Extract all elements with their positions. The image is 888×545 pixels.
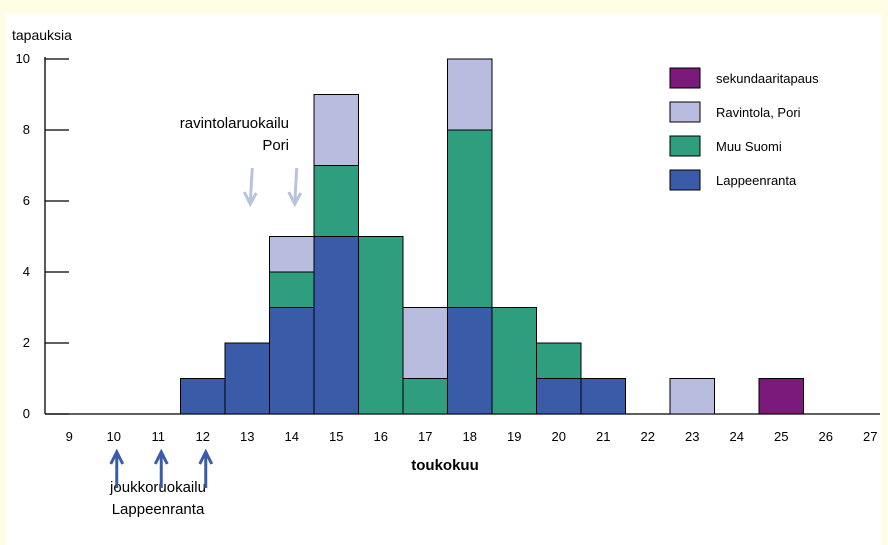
y-tick-label: 0 [23,406,30,421]
bar-segment [402,378,448,415]
legend-label: Muu Suomi [716,139,782,154]
x-tick-label: 22 [641,429,655,444]
down-arrow-head [287,191,303,208]
legend-label: Lappeenranta [716,173,797,188]
x-axis-title: toukokuu [411,457,479,474]
bar-segment [358,236,404,415]
x-tick-label: 20 [552,429,566,444]
legend-swatch [669,101,701,123]
legend-swatch [669,67,701,89]
bar-segment [269,236,315,273]
annotation-text: Pori [262,137,289,154]
x-tick-label: 14 [285,429,299,444]
bars [180,58,804,415]
x-tick-label: 25 [774,429,788,444]
bar-segment [313,94,359,166]
y-axis-title: tapauksia [12,27,72,43]
bar-segment [269,307,315,415]
chart-background [6,14,882,545]
bar-segment [313,165,359,237]
y-tick-label: 6 [23,193,30,208]
x-tick-label: 19 [507,429,521,444]
x-tick-label: 11 [152,429,166,444]
bar-segment [669,378,715,415]
legend-label: Ravintola, Pori [716,105,801,120]
bar-segment [402,307,448,379]
bar-segment [447,129,493,308]
bar-segment [758,378,804,415]
bar-segment [580,378,626,415]
bar-segment [491,307,537,415]
down-arrow-head [242,191,258,208]
legend-label: sekundaaritapaus [716,71,819,86]
legend: sekundaaritapaus Ravintola, Pori Muu Suomi… [669,67,819,191]
x-tick-label: 17 [418,429,432,444]
bar-segment [313,236,359,415]
down-arrow [248,167,254,204]
x-tick-label: 13 [240,429,254,444]
x-tick-label: 15 [329,429,343,444]
y-tick-label: 4 [23,264,30,279]
annotation-text: ravintolaruokailu [180,115,289,132]
bar-segment [269,271,315,308]
y-tick-label: 10 [16,51,30,66]
legend-swatch [669,169,701,191]
x-tick-label: 9 [66,429,73,444]
annotation-text: Lappeenranta [112,501,205,518]
x-tick-label: 12 [196,429,210,444]
bar-segment [224,342,270,415]
down-arrow [293,167,299,204]
x-tick-label: 16 [374,429,388,444]
y-tick-label: 8 [23,122,30,137]
annotations: ravintolaruokailu Pori joukkoruokailu Lappe… [109,115,303,518]
legend-swatch [669,135,701,157]
bar-segment [447,58,493,131]
x-tick-label: 26 [819,429,833,444]
x-tick-label: 21 [596,429,610,444]
bar-segment [180,378,226,415]
x-tick-label: 24 [730,429,744,444]
x-tick-label: 27 [863,429,877,444]
y-tick-label: 2 [23,335,30,350]
up-arrow-head [153,448,169,465]
x-tick-label: 10 [107,429,121,444]
x-tick-label: 18 [463,429,477,444]
up-arrow-head [198,448,214,465]
annotation-text: joukkoruokailu [109,479,206,496]
x-tick-label: 23 [685,429,699,444]
bar-segment [536,378,582,415]
bar-segment [536,342,582,379]
up-arrow-head [109,448,125,465]
bar-segment [447,307,493,415]
